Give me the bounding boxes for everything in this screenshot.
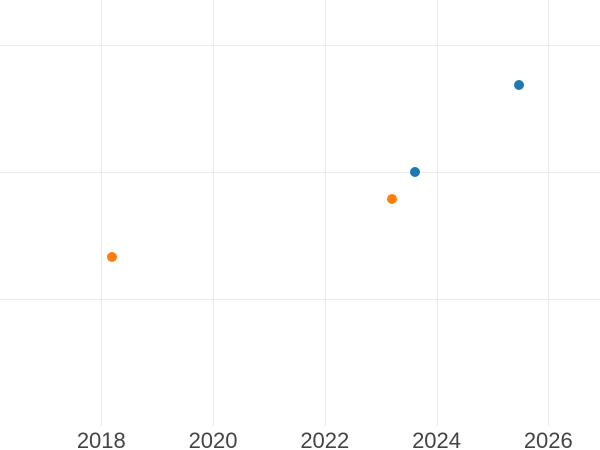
x-tick-label-2026: 2026 — [523, 428, 573, 450]
x-tick-label-2024: 2024 — [412, 428, 462, 450]
y-gridline-3 — [0, 45, 600, 47]
x-gridline-2022 — [324, 0, 326, 426]
x-gridline-2024 — [436, 0, 438, 426]
y-gridline-1 — [0, 298, 600, 300]
scatter-point-blue-series-1 — [514, 79, 525, 90]
x-tick-label-2018: 2018 — [76, 428, 126, 450]
x-tick-label-2022: 2022 — [300, 428, 350, 450]
scatter-point-orange-series-1 — [386, 193, 397, 204]
scatter-point-blue-series-0 — [409, 167, 420, 178]
x-gridline-2018 — [101, 0, 103, 426]
x-gridline-2020 — [213, 0, 215, 426]
y-gridline-2 — [0, 172, 600, 174]
scatter-point-orange-series-0 — [106, 252, 117, 263]
x-gridline-2026 — [548, 0, 550, 426]
x-tick-label-2020: 2020 — [188, 428, 238, 450]
